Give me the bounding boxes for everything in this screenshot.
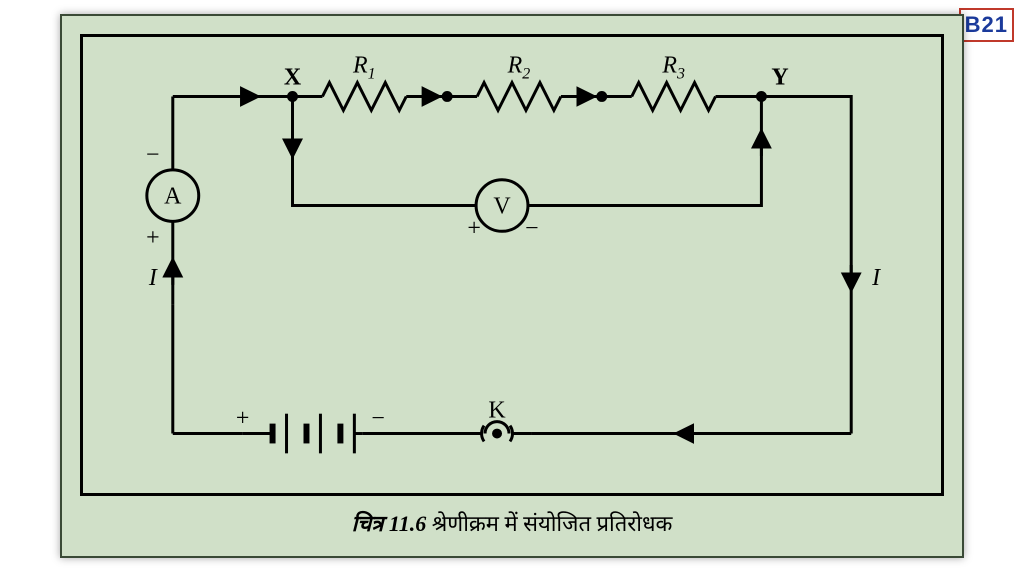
node-y: Y [771,65,788,91]
resistor-r2: R2 [507,53,531,83]
current-left: I [148,265,158,291]
badge: B21 [959,8,1014,42]
ammeter-minus: − [146,142,160,168]
figure-number: चित्र 11.6 [352,511,427,536]
figure-text: श्रेणीक्रम में संयोजित प्रतिरोधक [432,511,673,536]
figure-caption: चित्र 11.6 श्रेणीक्रम में संयोजित प्रतिर… [62,508,962,538]
voltmeter-plus: + [467,215,481,241]
battery-plus: + [236,406,250,432]
current-right: I [871,265,881,291]
key-label: K [488,398,505,424]
node-x: X [284,65,301,91]
resistor-r3: R3 [661,53,685,83]
ammeter-label: A [164,184,182,210]
battery-minus: − [372,406,386,432]
diagram-frame: A − + V + − X Y R1 R2 R3 I I K + − [80,34,944,496]
voltmeter-label: V [493,194,510,220]
resistor-r1: R1 [352,53,376,83]
ammeter-plus: + [146,225,160,251]
diagram-panel: not to b [60,14,964,558]
circuit-svg: A − + V + − X Y R1 R2 R3 I I K + − [83,37,941,493]
voltmeter-minus: − [525,215,539,241]
